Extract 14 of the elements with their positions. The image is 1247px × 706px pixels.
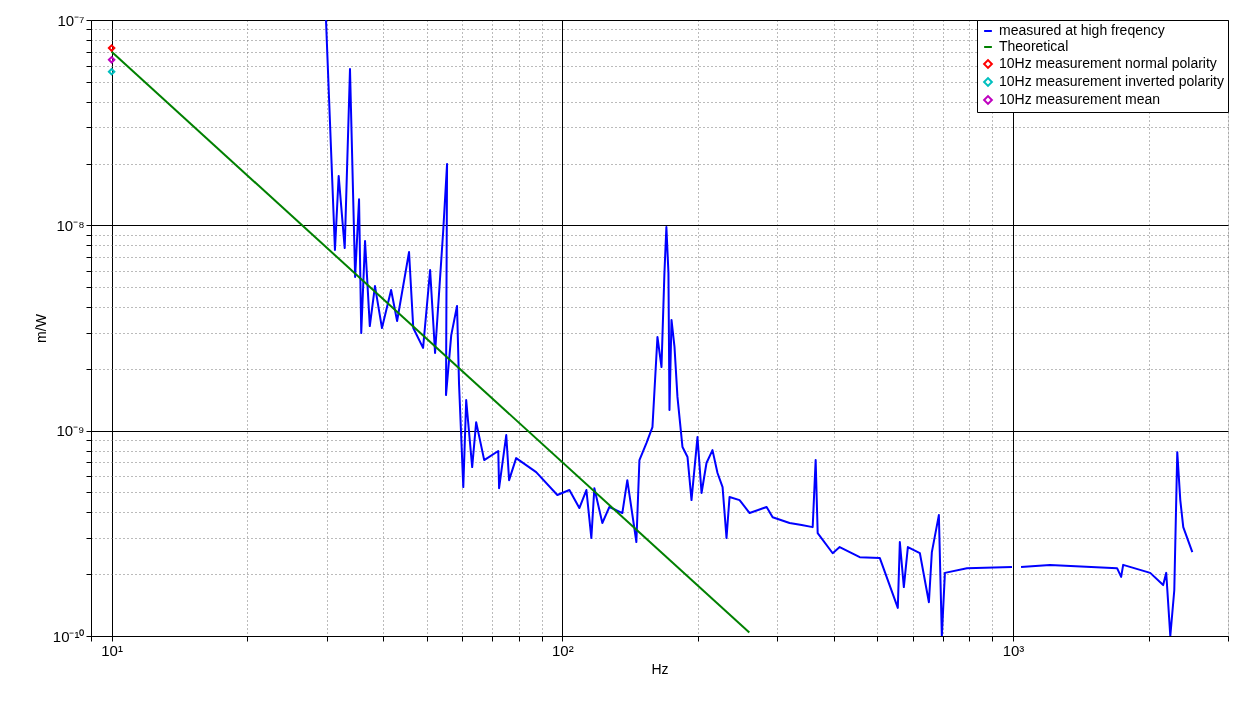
legend-label: Theoretical <box>999 38 1069 54</box>
legend-label: 10Hz measurement inverted polarity <box>999 73 1224 89</box>
y-tick-label: 10⁻⁷ <box>57 11 85 29</box>
y-tick-label: 10⁻⁹ <box>56 422 85 440</box>
x-tick-label: 10¹ <box>101 641 123 659</box>
y-axis-title: m/W <box>32 313 49 343</box>
y-tick-label: 10⁻⁸ <box>56 216 85 234</box>
y-tick-label: 10⁻¹⁰ <box>52 627 85 645</box>
x-tick-label: 10³ <box>1002 641 1025 659</box>
legend-label: measured at high freqency <box>999 22 1165 38</box>
legend-label: 10Hz measurement normal polarity <box>999 55 1217 71</box>
x-tick-label: 10² <box>551 641 574 659</box>
x-axis-title: Hz <box>651 660 669 677</box>
legend-label: 10Hz measurement mean <box>999 91 1161 107</box>
